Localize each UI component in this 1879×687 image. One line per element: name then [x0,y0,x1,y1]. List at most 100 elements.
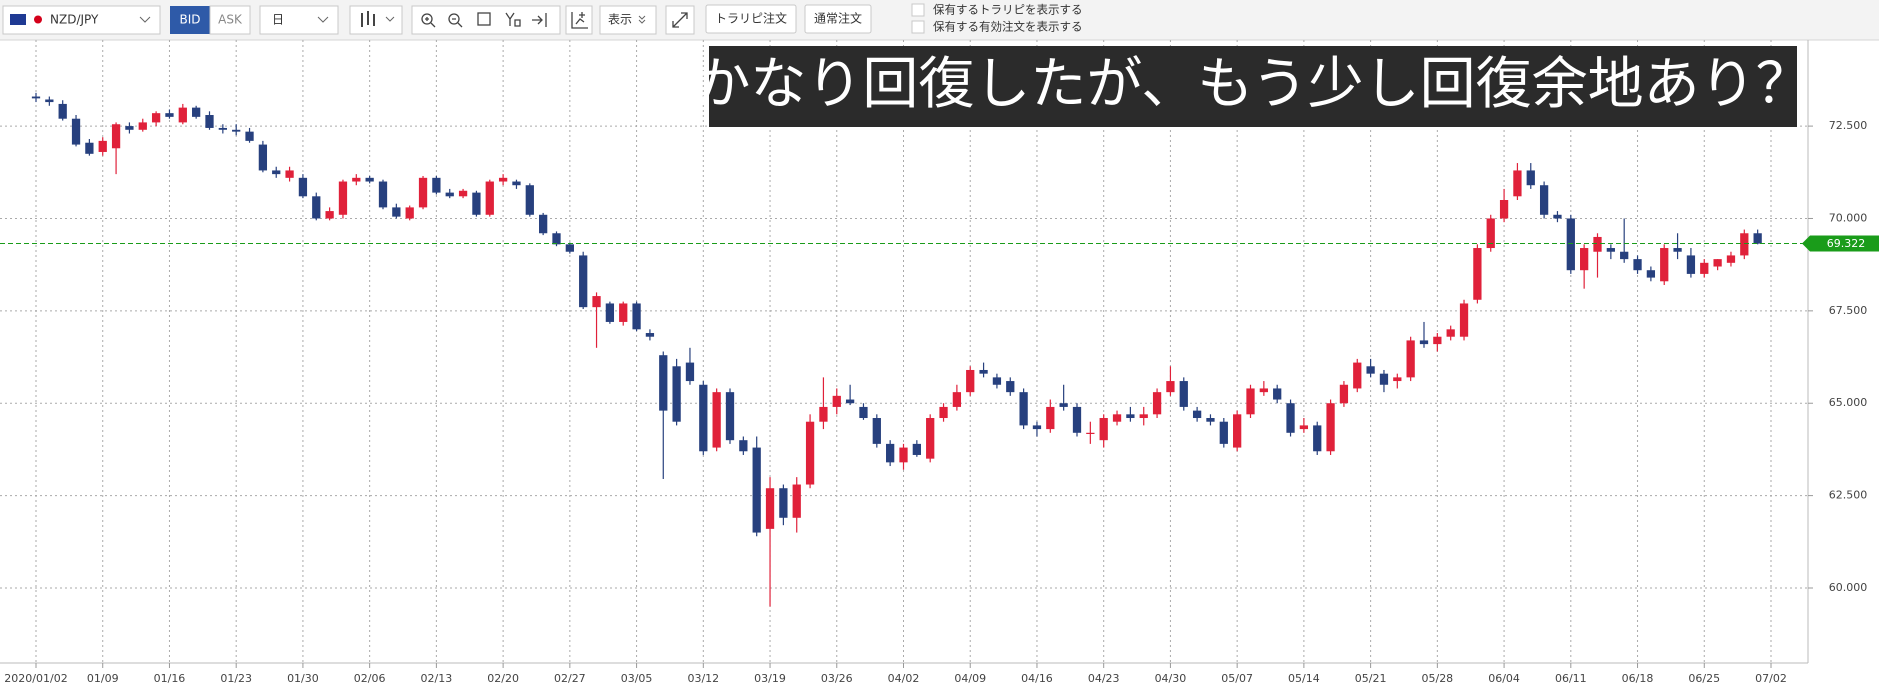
candle-body [352,177,361,182]
candle-body [1326,403,1335,452]
x-tick-label: 06/18 [1622,672,1654,685]
candle-body [1700,262,1709,274]
candle-body [979,369,988,374]
candle-body [1393,377,1402,382]
chevron [385,16,395,22]
candle-body [645,333,655,337]
x-tick-label: 03/19 [754,672,786,685]
candle-body [712,392,721,448]
pair-selector[interactable]: NZD/JPY [2,5,161,35]
candle-body [1673,248,1682,252]
y-tick-label: 72.500 [1829,119,1868,132]
candle-body [1179,381,1188,407]
candle-body [405,207,414,219]
candle-body [1406,340,1415,378]
candle-body [952,392,962,407]
candle-body [992,377,1002,385]
candle-body [418,177,428,208]
candle-body [739,440,748,452]
candle-body [432,177,441,193]
candle-body [325,211,334,219]
candle-body [1553,214,1562,219]
x-tick-label: 01/09 [87,672,119,685]
bid-button[interactable] [170,6,210,34]
candle-body [1473,248,1482,300]
pair-box[interactable] [2,5,161,35]
candle-body [71,118,81,145]
candle-body [1059,403,1068,407]
tool-glyphs [421,12,547,28]
candle-body [151,113,161,123]
candle-body [1566,218,1575,271]
candle-body [1419,340,1429,345]
candle-body [125,126,134,130]
candle-body [1112,414,1122,422]
candle-body [1219,421,1228,444]
candle-body [926,418,935,459]
candle-body [1433,336,1442,345]
candle-body [245,131,254,141]
candle-body [1366,366,1375,374]
candle-body [178,107,187,123]
x-tick-label: 07/02 [1755,672,1787,685]
candle-body [312,196,321,219]
candle-body [138,122,147,130]
candle-body [1152,392,1162,415]
candle-body [1099,418,1108,441]
candle-body [111,124,121,149]
candle-body [458,190,468,197]
display-select[interactable] [599,5,657,35]
candle-body [1486,218,1495,249]
x-tick-label: 02/13 [421,672,453,685]
candle-body [1446,329,1455,337]
candle-body [765,488,775,529]
y-tick-label: 62.500 [1829,489,1868,502]
chevron [317,16,329,23]
chevron [638,15,646,24]
x-tick-label: 03/05 [621,672,653,685]
candle-body [31,96,41,99]
candle-body [232,129,241,132]
candle-body [819,406,828,422]
bid-label: BID [179,13,200,27]
order-button[interactable] [705,4,797,34]
order-button[interactable] [804,4,872,34]
candle-body [1299,425,1309,430]
y-tick-label: 67.500 [1829,304,1868,317]
checkbox-label: 保有するトラリピを表示する [933,3,1083,17]
x-tick-label: 02/20 [487,672,519,685]
candle-body [1246,388,1255,415]
candle-body [1620,251,1629,260]
pair-name: NZD/JPY [50,13,99,27]
candle-body [579,255,588,308]
candle-body [218,127,227,130]
order-button-label: トラリピ注文 [715,11,787,26]
candle-body [1513,170,1522,197]
x-tick-label: 01/16 [154,672,186,685]
x-tick-label: 01/23 [220,672,252,685]
x-tick-label: 2020/01/02 [4,672,67,685]
candle-body [632,303,641,330]
x-tick-label: 03/26 [821,672,853,685]
x-tick-label: 01/30 [287,672,319,685]
checkbox[interactable] [911,20,925,34]
candle-body [45,99,54,103]
candle-body [58,103,67,119]
candle-body [539,214,548,234]
candle-body [498,177,508,182]
candle-body [1259,388,1268,393]
candle-body [672,366,681,422]
ask-button[interactable] [209,5,251,35]
candle-body [1459,303,1469,337]
candle-body [659,355,668,411]
order-button-label: 通常注文 [814,11,862,26]
candle-body [1353,362,1362,389]
chevron [139,16,151,23]
candle-body [792,484,801,518]
plot: 60.000 62.500 65.000 67.500 70.000 72.500 2020… [0,40,1879,685]
chart-type-select[interactable] [349,5,403,35]
candle-body [1713,259,1722,267]
indicator-icon [571,12,588,29]
checkbox[interactable] [911,3,925,17]
current-price-tag [1802,235,1879,252]
